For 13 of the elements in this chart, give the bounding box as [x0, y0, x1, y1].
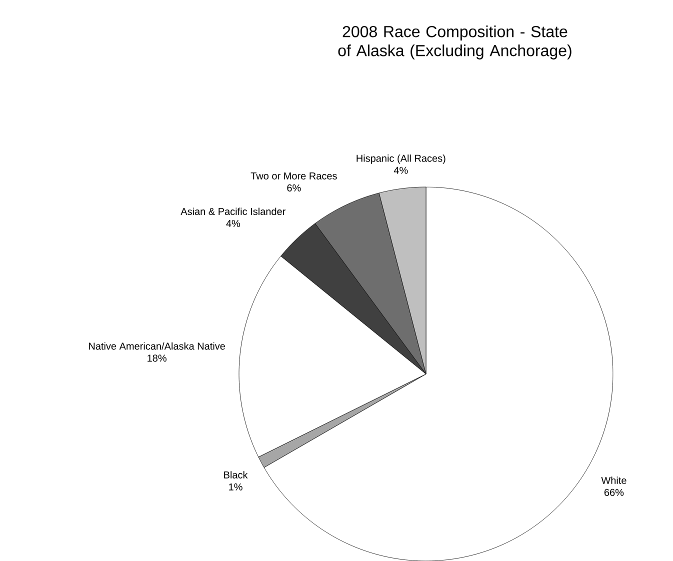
slice-label: Native American/Alaska Native [89, 342, 225, 350]
slice-label: Black [224, 471, 248, 478]
slice-label: Asian & Pacific Islander [180, 208, 286, 215]
data-label: 18% [148, 354, 166, 362]
data-label: 4% [226, 220, 240, 227]
slice-label: Two or More Races [250, 172, 337, 180]
data-label: 4% [394, 166, 408, 174]
slice-label: Hispanic (All Races) [356, 154, 446, 164]
slice-label: White [601, 476, 626, 484]
data-label: 6% [287, 184, 301, 192]
chart-title: 2008 Race Composition - State of Alaska (Excluding Anchorage) [338, 25, 572, 60]
data-label: 1% [229, 483, 242, 490]
data-label: 66% [604, 488, 624, 496]
